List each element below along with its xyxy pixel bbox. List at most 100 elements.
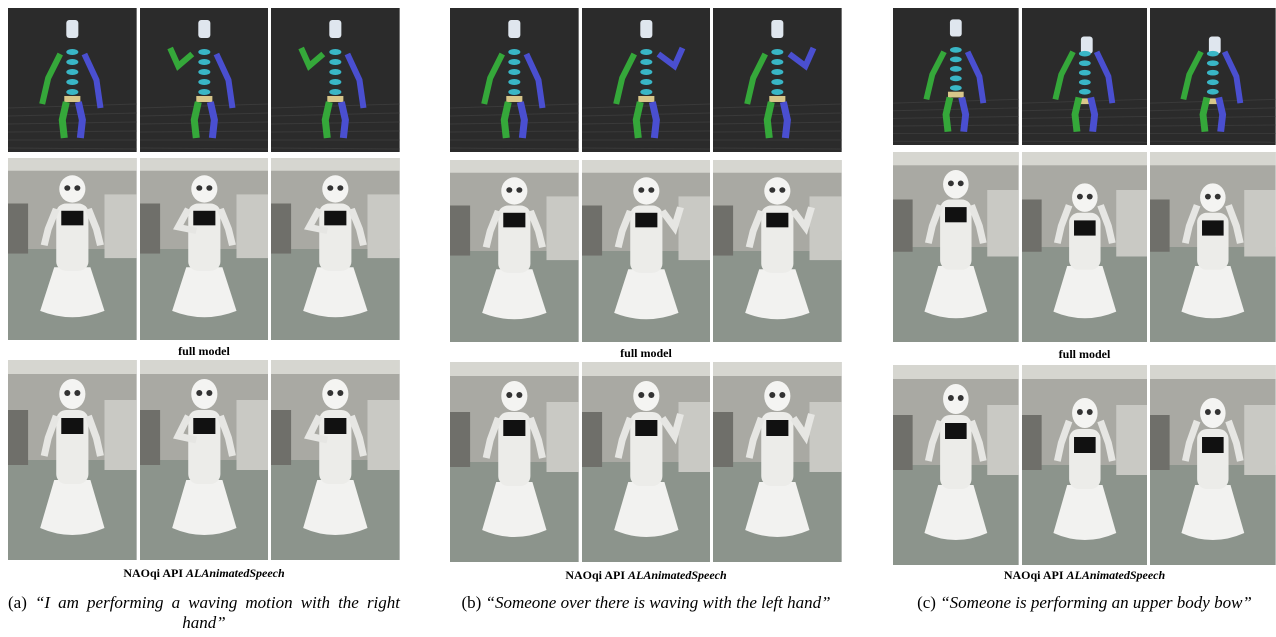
ceiling — [1150, 152, 1276, 165]
robot-eye — [648, 187, 654, 192]
robot-head — [59, 175, 85, 202]
page: {"panels": [ {"row_label_1": "full model… — [0, 0, 1276, 637]
robot-eye — [1215, 409, 1221, 415]
right-leg — [784, 102, 788, 138]
right-leg — [78, 102, 82, 138]
left-leg — [62, 102, 66, 138]
spine — [198, 59, 210, 65]
cabinet — [678, 402, 710, 472]
image — [1150, 8, 1276, 145]
pelvis — [506, 96, 522, 102]
cabinet — [450, 206, 470, 256]
robot-eye — [770, 187, 776, 192]
spine — [198, 69, 210, 75]
ceiling — [140, 158, 269, 171]
ceiling — [140, 360, 269, 374]
image — [450, 160, 579, 342]
robot-eye — [780, 392, 786, 398]
robot-tablet — [1202, 437, 1224, 453]
ceiling — [1150, 365, 1276, 379]
background — [1150, 8, 1276, 145]
image — [140, 360, 269, 560]
ceiling — [713, 160, 842, 173]
image-row — [893, 8, 1276, 145]
image — [8, 158, 137, 340]
robot-eye — [648, 392, 654, 398]
spine — [330, 49, 342, 55]
robot-tablet — [1202, 220, 1224, 235]
spine — [1079, 60, 1091, 66]
robot-eye — [74, 185, 80, 190]
image — [1022, 365, 1148, 565]
image — [140, 158, 269, 340]
robot-eye — [770, 392, 776, 398]
cabinet — [713, 412, 733, 467]
robot-eye — [338, 390, 344, 396]
spine — [198, 79, 210, 85]
robot-eye — [328, 185, 334, 190]
image-row — [8, 158, 400, 340]
panel: full modelNAOqi API ALAnimatedSpeech(b) … — [450, 0, 842, 637]
row-label: full model — [893, 347, 1276, 362]
ceiling — [450, 362, 579, 376]
cabinet — [810, 402, 842, 472]
cabinet — [236, 400, 268, 470]
ceiling — [8, 158, 137, 171]
robot-eye — [74, 390, 80, 396]
image — [713, 8, 842, 152]
robot-head — [59, 379, 85, 409]
image — [1022, 152, 1148, 342]
spine — [772, 89, 784, 95]
image — [450, 362, 579, 562]
spine — [950, 57, 962, 63]
spine — [950, 66, 962, 72]
robot-tablet — [193, 418, 215, 434]
robot-head — [323, 379, 349, 409]
cabinet — [104, 400, 136, 470]
robot-eye — [958, 395, 964, 401]
image — [1150, 152, 1276, 342]
spine — [66, 79, 78, 85]
caption-label: (a) — [8, 593, 27, 612]
head — [950, 19, 962, 36]
ceiling — [271, 360, 400, 374]
right-leg — [1090, 97, 1094, 131]
spine — [508, 69, 520, 75]
image-row — [893, 365, 1276, 565]
cabinet — [368, 194, 400, 258]
image — [893, 152, 1019, 342]
cabinet — [140, 410, 160, 465]
robot-head — [1072, 398, 1098, 428]
caption: (b) “Someone over there is waving with t… — [450, 593, 842, 613]
image — [582, 8, 711, 152]
robot-eye — [338, 185, 344, 190]
cabinet — [236, 194, 268, 258]
caption-label: (c) — [917, 593, 936, 612]
spine — [1207, 79, 1219, 85]
robot-eye — [638, 187, 644, 192]
cabinet — [271, 204, 291, 254]
pelvis — [638, 96, 654, 102]
left-leg — [946, 97, 950, 131]
robot-eye — [506, 187, 512, 192]
spine — [640, 89, 652, 95]
robot-eye — [948, 395, 954, 401]
image — [8, 8, 137, 152]
robot-eye — [1205, 409, 1211, 415]
left-leg — [636, 102, 640, 138]
robot-head — [191, 379, 217, 409]
spine — [772, 59, 784, 65]
spine — [640, 49, 652, 55]
head — [772, 20, 784, 38]
cabinet — [1150, 200, 1170, 252]
robot-eye — [1086, 409, 1092, 415]
spine — [640, 69, 652, 75]
robot-eye — [196, 390, 202, 396]
cabinet — [140, 204, 160, 254]
spine — [330, 69, 342, 75]
robot-tablet — [503, 213, 525, 228]
pelvis — [64, 96, 80, 102]
api-prefix: NAOqi API — [565, 568, 625, 582]
ceiling — [582, 362, 711, 376]
right-leg — [962, 97, 966, 131]
